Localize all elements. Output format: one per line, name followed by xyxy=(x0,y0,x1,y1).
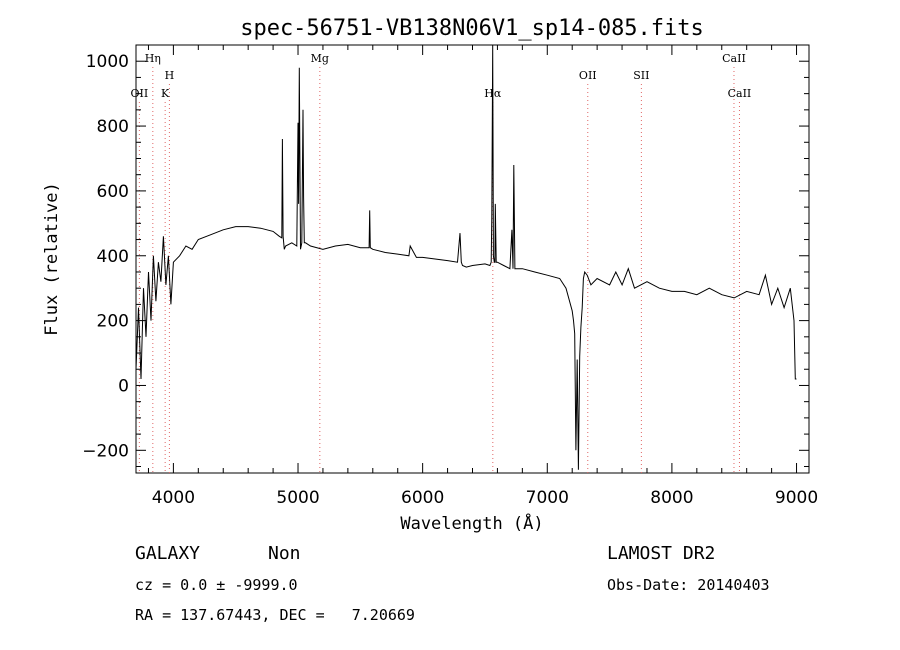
x-axis-label: Wavelength (Å) xyxy=(400,512,543,534)
y-tick-label: −200 xyxy=(82,441,129,461)
x-tick-label: 5000 xyxy=(276,488,319,508)
object-subclass: Non xyxy=(268,543,301,564)
obs-date-text: Obs-Date: 20140403 xyxy=(607,576,770,594)
y-axis-label: Flux (relative) xyxy=(42,182,62,336)
object-class: GALAXY xyxy=(135,543,200,564)
y-tick-label: 800 xyxy=(97,117,129,137)
info-panel: GALAXY Non LAMOST DR2 cz = 0.0 ± -9999.0… xyxy=(135,543,770,624)
line-marker-label: OII xyxy=(579,69,597,82)
x-tick-label: 8000 xyxy=(650,488,693,508)
y-tick-label: 200 xyxy=(97,312,129,332)
spectrum-line xyxy=(135,44,797,470)
plot-frame xyxy=(135,44,810,474)
line-marker-label: K xyxy=(161,87,170,100)
x-tick-label: 7000 xyxy=(526,488,569,508)
x-tick-label: 9000 xyxy=(775,488,818,508)
line-marker-label: CaII xyxy=(728,87,752,100)
line-marker-label: SII xyxy=(633,69,649,82)
x-tick-label: 4000 xyxy=(152,488,195,508)
chart-title: spec-56751-VB138N06V1_sp14-085.fits xyxy=(240,16,704,41)
line-marker-label: Hη xyxy=(145,52,161,65)
x-tick-label: 6000 xyxy=(401,488,444,508)
survey-name: LAMOST DR2 xyxy=(607,543,715,564)
line-marker-label: H xyxy=(165,69,175,82)
coords-text: RA = 137.67443, DEC = 7.20669 xyxy=(135,606,415,624)
line-marker-label: Mg xyxy=(311,52,329,65)
line-marker-label: CaII xyxy=(722,52,746,65)
y-tick-label: 600 xyxy=(97,182,129,202)
y-tick-label: 1000 xyxy=(86,52,129,72)
y-tick-label: 400 xyxy=(97,247,129,267)
axis-ticks: 4000 5000 6000 7000 8000 9000 −200 0 200 400 600 80… xyxy=(82,44,818,508)
redshift-text: cz = 0.0 ± -9999.0 xyxy=(135,576,298,594)
y-tick-label: 0 xyxy=(118,376,129,396)
